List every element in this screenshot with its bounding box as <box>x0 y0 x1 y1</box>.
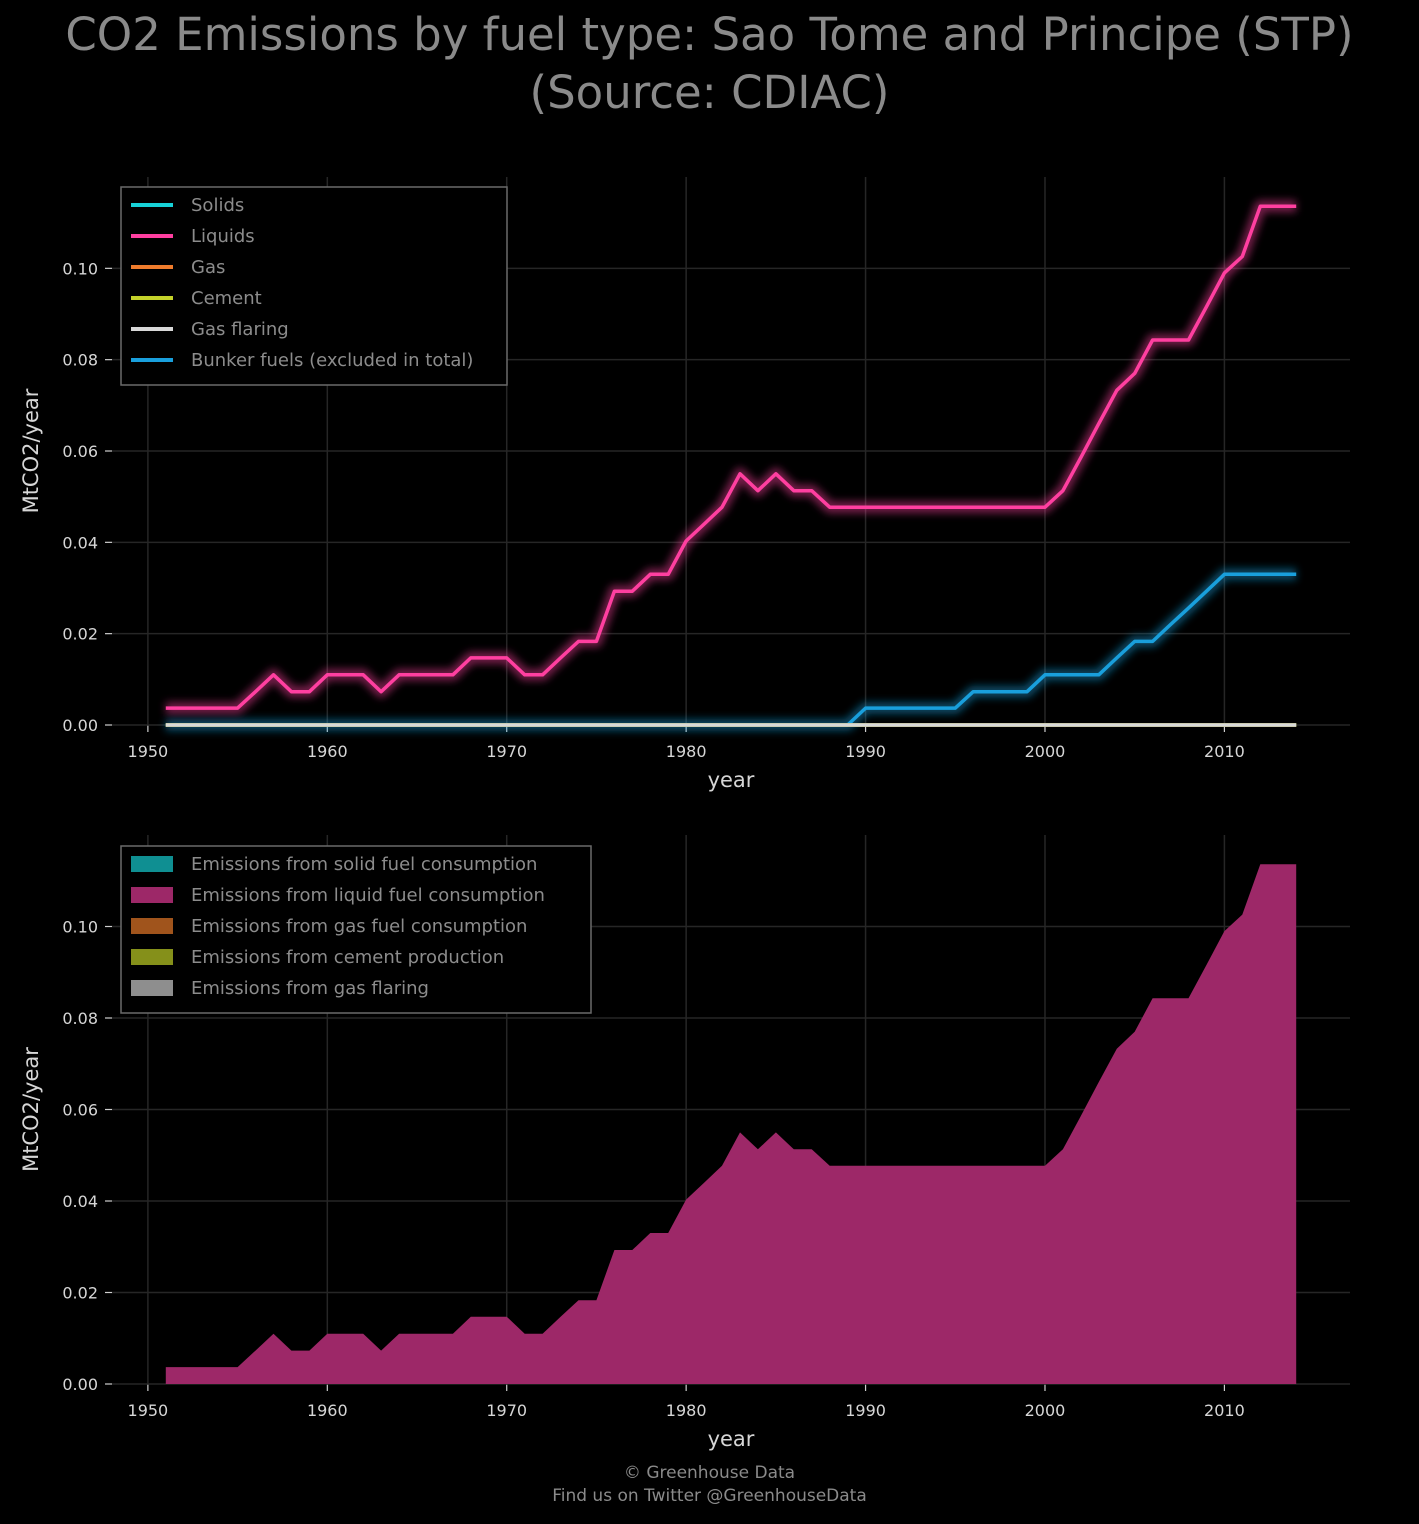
legend-entry: Solids <box>191 195 244 216</box>
x-tick-label: 2000 <box>1025 742 1066 761</box>
x-tick-label: 1970 <box>486 742 527 761</box>
legend-entry: Emissions from solid fuel consumption <box>191 854 537 875</box>
legend-entry: Liquids <box>191 226 255 247</box>
legend-swatch <box>131 949 173 965</box>
legend-entry: Gas <box>191 257 225 278</box>
y-axis-label: MtCO2/year <box>19 1047 43 1172</box>
series-line-bunker <box>165 572 1297 727</box>
chart-title-line-2: (Source: CDIAC) <box>529 66 890 119</box>
x-tick-label: 2010 <box>1204 1401 1245 1420</box>
x-tick-label: 1980 <box>666 1401 707 1420</box>
line-chart-by-fuel-type: 1950 1960 1970 1980 1990 2000 2010 0.00 0.02 0.04… <box>19 177 1350 792</box>
x-tick-label: 1970 <box>486 1401 527 1420</box>
x-tick-label: 2000 <box>1025 1401 1066 1420</box>
legend-swatch <box>131 887 173 903</box>
series-line-liquids <box>165 204 1297 710</box>
area-area_liquid <box>165 864 1297 1384</box>
y-tick-label: 0.08 <box>62 351 98 370</box>
y-tick-label: 0.02 <box>62 625 98 644</box>
x-tick-label: 1990 <box>845 1401 886 1420</box>
y-tick-label: 0.00 <box>62 1375 98 1394</box>
legend-entry: Gas flaring <box>191 319 289 340</box>
legend-entry: Emissions from gas fuel consumption <box>191 916 527 937</box>
y-tick-label: 0.04 <box>62 1192 98 1211</box>
x-tick-label: 1960 <box>307 1401 348 1420</box>
x-tick-label: 1950 <box>128 1401 169 1420</box>
y-axis-label: MtCO2/year <box>19 388 43 513</box>
x-tick-label: 1990 <box>845 742 886 761</box>
footer-credit: © Greenhouse Data Find us on Twitter @Gr… <box>0 1462 1419 1508</box>
legend-swatch <box>131 980 173 996</box>
legend-entry: Bunker fuels (excluded in total) <box>191 350 473 371</box>
y-tick-label: 0.08 <box>62 1009 98 1028</box>
footer-copyright: © Greenhouse Data <box>623 1463 796 1483</box>
y-tick-label: 0.10 <box>62 918 98 937</box>
legend-swatch <box>131 856 173 872</box>
x-axis-label: year <box>708 768 755 792</box>
x-tick-label: 1980 <box>666 742 707 761</box>
chart-title: CO2 Emissions by fuel type: Sao Tome and… <box>0 6 1419 122</box>
x-tick-label: 1950 <box>128 742 169 761</box>
x-axis-label: year <box>708 1427 755 1451</box>
y-tick-label: 0.02 <box>62 1284 98 1303</box>
y-tick-label: 0.06 <box>62 1101 98 1120</box>
x-tick-label: 1960 <box>307 742 348 761</box>
legend-entry: Cement <box>191 288 262 309</box>
y-tick-label: 0.00 <box>62 716 98 735</box>
legend-swatch <box>131 918 173 934</box>
footer-twitter: Find us on Twitter @GreenhouseData <box>552 1486 867 1506</box>
legend-entry: Emissions from gas flaring <box>191 978 429 999</box>
legend-box <box>120 186 508 386</box>
chart-title-line-1: CO2 Emissions by fuel type: Sao Tome and… <box>65 8 1354 61</box>
legend-entry: Emissions from cement production <box>191 947 504 968</box>
legend-box <box>120 845 592 1014</box>
y-tick-label: 0.10 <box>62 259 98 278</box>
legend-entry: Emissions from liquid fuel consumption <box>191 885 545 906</box>
y-tick-label: 0.04 <box>62 533 98 552</box>
y-tick-label: 0.06 <box>62 442 98 461</box>
stacked-area-chart-by-fuel-type: 1950 1960 1970 1980 1990 2000 2010 0.00 0.02 0.04… <box>19 835 1350 1451</box>
x-tick-label: 2010 <box>1204 742 1245 761</box>
